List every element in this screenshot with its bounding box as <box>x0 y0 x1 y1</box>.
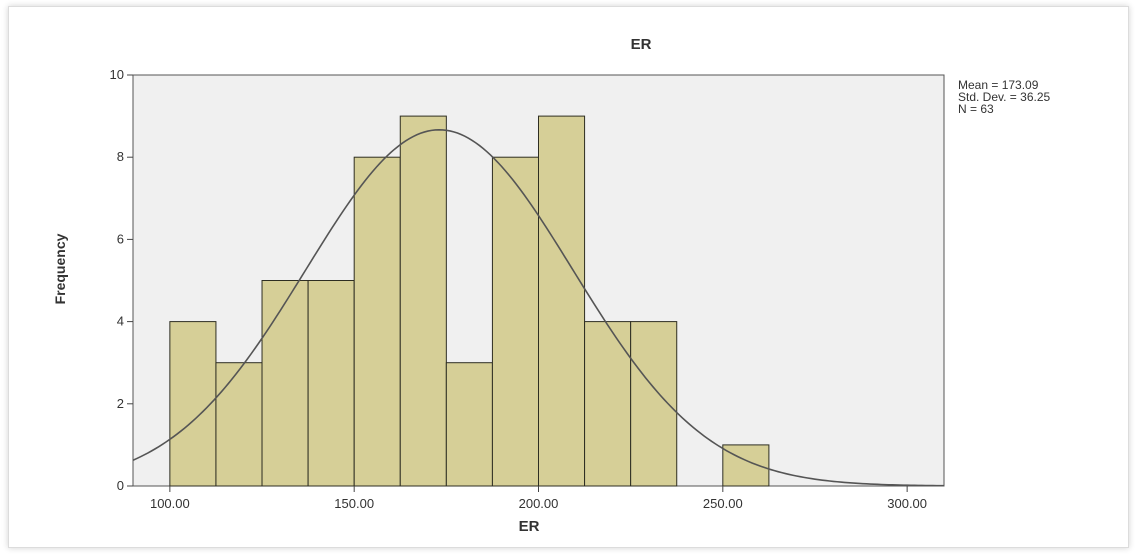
histogram-bar <box>584 321 632 487</box>
stats-mean: Mean = 173.09 <box>958 78 1039 92</box>
histogram-bar <box>538 115 586 487</box>
stats-n: N = 63 <box>958 102 994 116</box>
chart-frame: ER 0 2 4 6 8 10 100.00 150.00 200.00 250.00 300.00… <box>8 6 1129 548</box>
histogram-bar <box>445 362 493 487</box>
y-tick-label: 6 <box>117 231 124 246</box>
x-tick-label: 300.00 <box>887 496 927 511</box>
histogram-bar <box>353 156 401 487</box>
x-axis-title: ER <box>519 518 540 535</box>
chart-title: ER <box>631 36 652 53</box>
y-tick-label: 4 <box>117 314 124 329</box>
normal-curve-group <box>132 128 945 487</box>
bar-group <box>169 115 770 487</box>
histogram-bar <box>261 280 309 487</box>
histogram-bar <box>722 444 770 487</box>
y-tick-label: 0 <box>117 478 124 493</box>
stats-legend: Mean = 173.09 Std. Dev. = 36.25 N = 63 <box>958 78 1050 116</box>
histogram-bar <box>215 362 263 487</box>
x-tick-label: 100.00 <box>150 496 190 511</box>
histogram-bar <box>399 115 447 487</box>
histogram-bar <box>307 280 355 487</box>
histogram-chart: ER 0 2 4 6 8 10 100.00 150.00 200.00 250.00 300.00… <box>52 36 1050 535</box>
x-tick-label: 150.00 <box>334 496 374 511</box>
x-tick-label: 200.00 <box>519 496 559 511</box>
y-tick-label: 10 <box>110 67 124 82</box>
normal-curve-line <box>132 128 945 487</box>
y-tick-label: 8 <box>117 149 124 164</box>
y-axis-title: Frequency <box>52 233 68 304</box>
histogram-bar <box>491 156 539 487</box>
axes-group: 0 2 4 6 8 10 100.00 150.00 200.00 250.00 300.00 <box>110 67 927 511</box>
histogram-bar <box>630 321 678 487</box>
stats-std-dev: Std. Dev. = 36.25 <box>958 90 1050 104</box>
y-tick-label: 2 <box>117 396 124 411</box>
x-tick-label: 250.00 <box>703 496 743 511</box>
histogram-bar <box>169 321 217 487</box>
